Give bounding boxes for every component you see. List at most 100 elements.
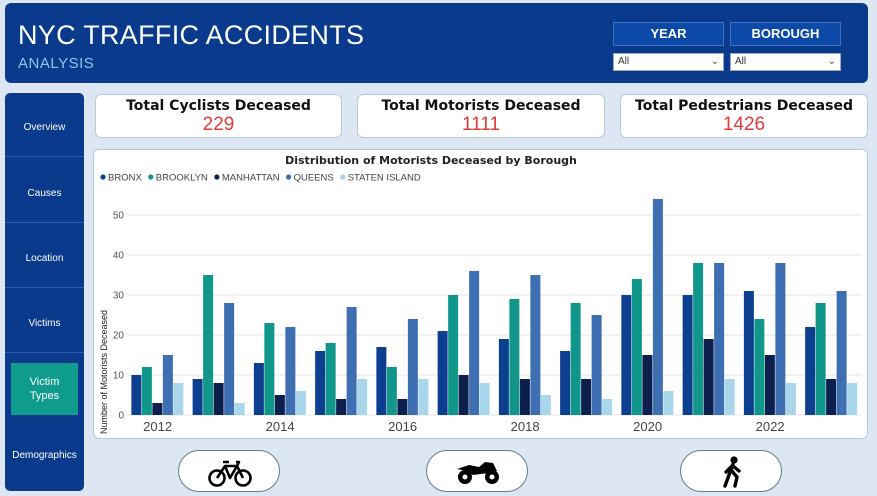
bar-queens[interactable] [224, 303, 235, 415]
chevron-down-icon: ⌄ [710, 56, 719, 67]
y-axis-label: Number of Motorists Deceased [99, 310, 109, 434]
kpi-label: Total Cyclists Deceased [126, 98, 311, 114]
bar-bronx[interactable] [805, 327, 816, 415]
bar-bronx[interactable] [743, 291, 754, 415]
bar-queens[interactable] [714, 263, 725, 415]
bar-brooklyn[interactable] [509, 299, 520, 415]
bar-bronx[interactable] [682, 295, 693, 415]
legend-marker [100, 174, 106, 180]
kpi-label: Total Motorists Deceased [381, 98, 581, 114]
sidebar-item-overview[interactable]: Overview [5, 99, 84, 157]
sidebar-item-demographics[interactable]: Demographics [12, 449, 77, 461]
bar-queens[interactable] [346, 307, 357, 415]
legend-item[interactable]: BRONX [108, 173, 142, 184]
bar-bronx[interactable] [131, 375, 142, 415]
bar-queens[interactable] [285, 327, 296, 415]
bar-queens[interactable] [775, 263, 786, 415]
bar-queens[interactable] [162, 355, 173, 415]
x-tick-label: 2016 [388, 419, 417, 434]
bar-brooklyn[interactable] [631, 279, 642, 415]
bar-staten-island[interactable] [234, 403, 245, 415]
legend-marker [148, 174, 154, 180]
bar-queens[interactable] [652, 199, 663, 415]
bar-brooklyn[interactable] [264, 323, 275, 415]
year-filter-value: All [618, 56, 630, 67]
legend-marker [285, 174, 292, 180]
bar-brooklyn[interactable] [570, 303, 581, 415]
bar-staten-island[interactable] [602, 399, 613, 415]
bar-bronx[interactable] [498, 339, 509, 415]
bar-bronx[interactable] [192, 379, 203, 415]
bar-manhattan[interactable] [764, 355, 775, 415]
bar-manhattan[interactable] [397, 399, 408, 415]
bar-manhattan[interactable] [213, 383, 224, 415]
year-filter-select[interactable]: All ⌄ [613, 53, 724, 71]
legend-item[interactable]: BROOKLYN [156, 173, 208, 184]
motorists-button[interactable] [426, 450, 528, 492]
bar-brooklyn[interactable] [203, 275, 214, 415]
app-subtitle: ANALYSIS [18, 55, 95, 72]
legend-item[interactable]: MANHATTAN [222, 173, 280, 184]
sidebar-item-causes[interactable]: Causes [5, 165, 84, 223]
bar-brooklyn[interactable] [693, 263, 704, 415]
bar-staten-island[interactable] [785, 383, 796, 415]
bar-staten-island[interactable] [540, 395, 551, 415]
chart-card: Distribution of Motorists Deceased by Bo… [93, 149, 868, 439]
sidebar-item-location[interactable]: Location [5, 230, 84, 288]
y-tick-label: 30 [113, 291, 125, 302]
sidebar-item-victim-types[interactable]: Victim Types [11, 363, 78, 415]
bar-staten-island[interactable] [479, 383, 490, 415]
pedestrian-icon [723, 456, 741, 488]
x-tick-label: 2012 [143, 419, 172, 434]
bar-queens[interactable] [407, 319, 418, 415]
header-banner: NYC TRAFFIC ACCIDENTS ANALYSIS YEAR All … [5, 3, 868, 83]
bar-staten-island[interactable] [295, 391, 306, 415]
x-tick-label: 2018 [511, 419, 540, 434]
bar-staten-island[interactable] [357, 379, 368, 415]
legend-item[interactable]: QUEENS [294, 173, 334, 184]
bar-staten-island[interactable] [724, 379, 735, 415]
chart-bars [131, 199, 858, 415]
bar-bronx[interactable] [621, 295, 632, 415]
bar-brooklyn[interactable] [815, 303, 826, 415]
bar-queens[interactable] [591, 315, 602, 415]
pedestrians-button[interactable] [680, 450, 782, 492]
chart-title: Distribution of Motorists Deceased by Bo… [285, 154, 577, 167]
bar-bronx[interactable] [560, 351, 571, 415]
bar-brooklyn[interactable] [754, 319, 765, 415]
bar-manhattan[interactable] [581, 379, 592, 415]
bar-bronx[interactable] [437, 331, 448, 415]
bar-brooklyn[interactable] [325, 343, 336, 415]
bar-brooklyn[interactable] [448, 295, 459, 415]
y-tick-label: 10 [113, 371, 125, 382]
bar-bronx[interactable] [315, 351, 326, 415]
legend-marker [340, 174, 346, 180]
chart-gridlines: 0 10 20 30 40 50 [113, 211, 862, 422]
bicycle-icon [208, 460, 252, 487]
bar-manhattan[interactable] [336, 399, 347, 415]
bar-manhattan[interactable] [274, 395, 285, 415]
bar-bronx[interactable] [376, 347, 387, 415]
bar-queens[interactable] [469, 271, 480, 415]
bar-brooklyn[interactable] [141, 367, 152, 415]
bar-manhattan[interactable] [152, 403, 163, 415]
y-tick-label: 0 [118, 411, 124, 422]
borough-filter-select[interactable]: All ⌄ [730, 53, 841, 71]
bar-staten-island[interactable] [663, 391, 674, 415]
bar-bronx[interactable] [253, 363, 264, 415]
cyclists-button[interactable] [178, 450, 280, 492]
sidebar-item-victims[interactable]: Victims [5, 295, 84, 353]
bar-brooklyn[interactable] [386, 367, 397, 415]
bar-staten-island[interactable] [173, 383, 184, 415]
x-tick-label: 2022 [756, 419, 785, 434]
bar-manhattan[interactable] [703, 339, 714, 415]
bar-manhattan[interactable] [642, 355, 653, 415]
bar-manhattan[interactable] [519, 379, 530, 415]
bar-queens[interactable] [836, 291, 847, 415]
bar-queens[interactable] [530, 275, 541, 415]
legend-item[interactable]: STATEN ISLAND [348, 173, 421, 184]
bar-staten-island[interactable] [418, 379, 429, 415]
bar-staten-island[interactable] [847, 383, 858, 415]
bar-manhattan[interactable] [458, 375, 469, 415]
bar-manhattan[interactable] [826, 379, 837, 415]
